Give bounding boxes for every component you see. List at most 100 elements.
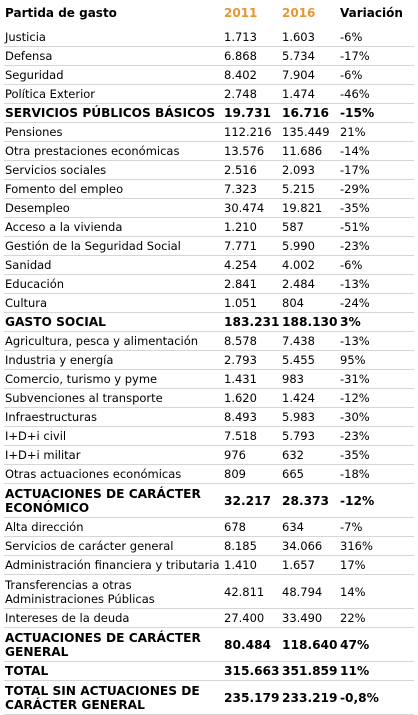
value-2011: 7.771 xyxy=(223,236,281,256)
value-2011: 1.431 xyxy=(223,369,281,389)
value-2011: 1.620 xyxy=(223,388,281,408)
table-row: I+D+i civil 7.518 5.793 -23% xyxy=(4,426,414,446)
row-label: ACTUACIONES DE CARÁCTER GENERAL xyxy=(4,627,223,662)
row-label: ACTUACIONES DE CARÁCTER ECONÓMICO xyxy=(4,483,223,518)
value-2011: 1.410 xyxy=(223,555,281,575)
variation-value: -31% xyxy=(339,369,414,389)
variation-value: -15% xyxy=(339,103,414,123)
value-2011: 1.713 xyxy=(223,28,281,47)
table-row: Intereses de la deuda 27.400 33.490 22% xyxy=(4,608,414,628)
row-label: Fomento del empleo xyxy=(4,179,223,199)
table-row-subtotal: SERVICIOS PÚBLICOS BÁSICOS 19.731 16.716 -1… xyxy=(4,103,414,123)
variation-value: -7% xyxy=(339,517,414,537)
value-2011: 2.516 xyxy=(223,160,281,180)
variation-value: -6% xyxy=(339,65,414,85)
row-label: Cultura xyxy=(4,293,223,313)
table-row-subtotal: ACTUACIONES DE CARÁCTER ECONÓMICO 32.217 2… xyxy=(4,483,414,518)
variation-value: -6% xyxy=(339,255,414,275)
table-row: Transferencias a otras Administraciones … xyxy=(4,574,414,609)
value-2016: 1.474 xyxy=(281,84,339,104)
row-label: Política Exterior xyxy=(4,84,223,104)
value-2016: 351.859 xyxy=(281,661,339,681)
value-2016: 28.373 xyxy=(281,483,339,518)
table-row: I+D+i militar 976 632 -35% xyxy=(4,445,414,465)
table-row: Seguridad 8.402 7.904 -6% xyxy=(4,65,414,85)
table-row-subtotal: TOTAL SIN ACTUACIONES DE CARÁCTER GENERA… xyxy=(4,680,414,715)
variation-value: -17% xyxy=(339,46,414,66)
row-label: Agricultura, pesca y alimentación xyxy=(4,331,223,351)
variation-value: 14% xyxy=(339,574,414,609)
value-2016: 5.215 xyxy=(281,179,339,199)
row-label: Transferencias a otras Administraciones … xyxy=(4,574,223,609)
table-row: Administración financiera y tributaria 1.… xyxy=(4,555,414,575)
value-2016: 11.686 xyxy=(281,141,339,161)
variation-value: -23% xyxy=(339,236,414,256)
row-label: I+D+i militar xyxy=(4,445,223,465)
row-label: Seguridad xyxy=(4,65,223,85)
variation-value: 3% xyxy=(339,312,414,332)
variation-value: -24% xyxy=(339,293,414,313)
table-row: Cultura 1.051 804 -24% xyxy=(4,293,414,313)
value-2016: 5.793 xyxy=(281,426,339,446)
value-2016: 118.640 xyxy=(281,627,339,662)
table-row-subtotal: TOTAL 315.663 351.859 11% xyxy=(4,661,414,681)
value-2011: 8.578 xyxy=(223,331,281,351)
table-row: Defensa 6.868 5.734 -17% xyxy=(4,46,414,66)
table-row: Otras actuaciones económicas 809 665 -18% xyxy=(4,464,414,484)
table-row: Servicios de carácter general 8.185 34.066… xyxy=(4,536,414,556)
value-2016: 2.093 xyxy=(281,160,339,180)
value-2011: 809 xyxy=(223,464,281,484)
row-label: Servicios de carácter general xyxy=(4,536,223,556)
table-row: Alta dirección 678 634 -7% xyxy=(4,517,414,537)
value-2016: 983 xyxy=(281,369,339,389)
row-label: TOTAL xyxy=(4,661,223,681)
variation-value: -46% xyxy=(339,84,414,104)
value-2016: 5.734 xyxy=(281,46,339,66)
value-2016: 188.130 xyxy=(281,312,339,332)
variation-value: -0,8% xyxy=(339,680,414,715)
value-2016: 4.002 xyxy=(281,255,339,275)
row-label: Alta dirección xyxy=(4,517,223,537)
variation-value: -14% xyxy=(339,141,414,161)
variation-value: 95% xyxy=(339,350,414,370)
header-year-2011: 2011 xyxy=(224,6,258,20)
table-row: Servicios sociales 2.516 2.093 -17% xyxy=(4,160,414,180)
value-2016: 48.794 xyxy=(281,574,339,609)
value-2011: 80.484 xyxy=(223,627,281,662)
row-label: Educación xyxy=(4,274,223,294)
value-2011: 2.748 xyxy=(223,84,281,104)
table-row-subtotal: ACTUACIONES DE CARÁCTER GENERAL 80.484 118… xyxy=(4,627,414,662)
variation-value: -30% xyxy=(339,407,414,427)
variation-value: -29% xyxy=(339,179,414,199)
table-row-subtotal: GASTO SOCIAL 183.231 188.130 3% xyxy=(4,312,414,332)
value-2011: 42.811 xyxy=(223,574,281,609)
value-2011: 183.231 xyxy=(223,312,281,332)
value-2011: 8.402 xyxy=(223,65,281,85)
value-2016: 233.219 xyxy=(281,680,339,715)
variation-value: 17% xyxy=(339,555,414,575)
table-row: Pensiones 112.216 135.449 21% xyxy=(4,122,414,142)
value-2016: 7.438 xyxy=(281,331,339,351)
variation-value: -12% xyxy=(339,388,414,408)
table-row: Otra prestaciones económicas 13.576 11.686… xyxy=(4,141,414,161)
table-row: Política Exterior 2.748 1.474 -46% xyxy=(4,84,414,104)
row-label: Subvenciones al transporte xyxy=(4,388,223,408)
value-2011: 678 xyxy=(223,517,281,537)
value-2016: 804 xyxy=(281,293,339,313)
value-2016: 1.657 xyxy=(281,555,339,575)
variation-value: -13% xyxy=(339,274,414,294)
variation-value: 21% xyxy=(339,122,414,142)
table-row: Sanidad 4.254 4.002 -6% xyxy=(4,255,414,275)
table-row: Fomento del empleo 7.323 5.215 -29% xyxy=(4,179,414,199)
value-2016: 19.821 xyxy=(281,198,339,218)
row-label: Otra prestaciones económicas xyxy=(4,141,223,161)
variation-value: -18% xyxy=(339,464,414,484)
variation-value: 22% xyxy=(339,608,414,628)
row-label: Acceso a la vivienda xyxy=(4,217,223,237)
row-label: SERVICIOS PÚBLICOS BÁSICOS xyxy=(4,103,223,123)
value-2016: 2.484 xyxy=(281,274,339,294)
spending-table: Partida de gasto 2011 2016 Variación Jus… xyxy=(4,4,414,715)
table-row: Gestión de la Seguridad Social 7.771 5.990… xyxy=(4,236,414,256)
row-label: Comercio, turismo y pyme xyxy=(4,369,223,389)
value-2011: 32.217 xyxy=(223,483,281,518)
